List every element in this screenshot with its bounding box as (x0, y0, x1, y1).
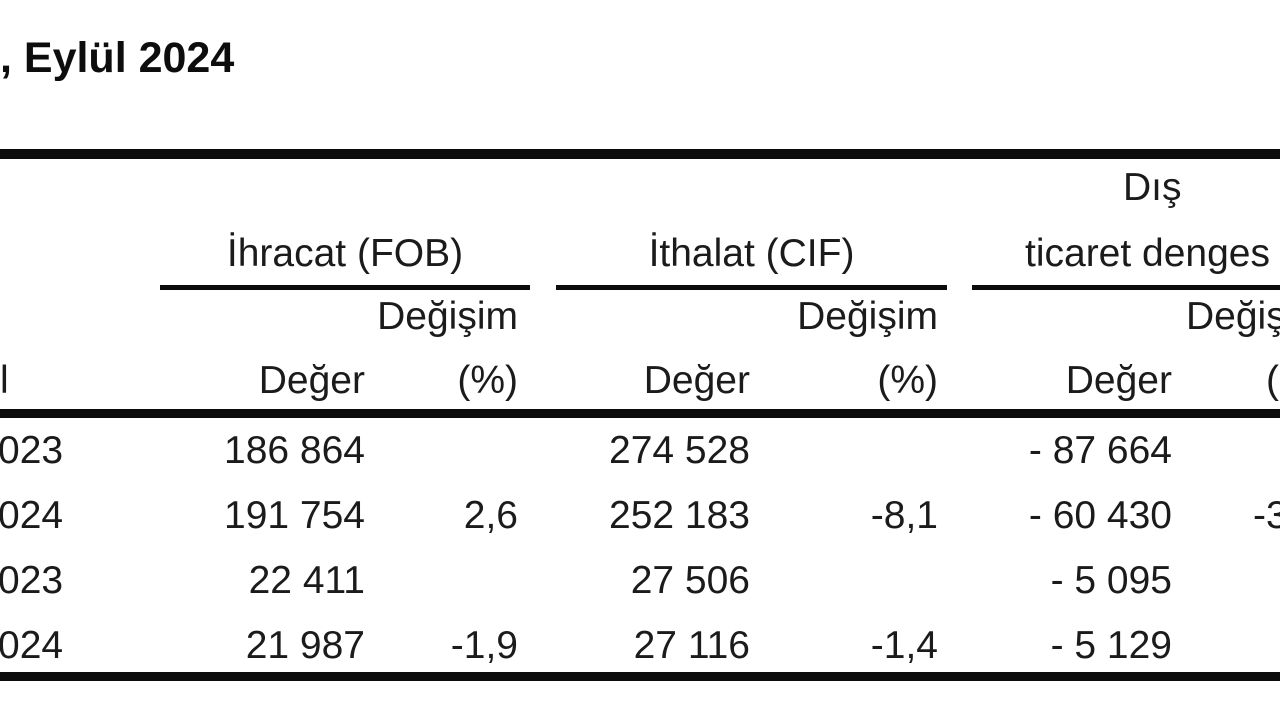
export-percent-header: (%) (457, 359, 518, 402)
row-year: 023 (0, 559, 64, 602)
column-group-export-label: İhracat (FOB) (226, 232, 464, 275)
column-group-balance-label-line1: Dış (1123, 166, 1182, 209)
export-change-cell: 2,6 (463, 494, 518, 537)
export-group-underline (160, 285, 530, 290)
row-year: 024 (0, 624, 64, 667)
balance-value-cell: - 5 095 (1050, 559, 1172, 602)
row-label-header-fragment: l (0, 359, 9, 402)
export-value-cell: 21 987 (245, 624, 365, 667)
import-value-header: Değer (643, 359, 750, 402)
import-change-cell: -1,4 (870, 624, 938, 667)
row-year: 023 (0, 429, 64, 472)
balance-value-cell: - 87 664 (1028, 429, 1172, 472)
export-value-cell: 191 754 (224, 494, 365, 537)
export-change-cell: -1,9 (450, 624, 518, 667)
header-divider-rule (0, 409, 1280, 418)
import-value-cell: 252 183 (609, 494, 750, 537)
page-title: , Eylül 2024 (0, 34, 235, 82)
row-year: 024 (0, 494, 64, 537)
export-change-header: Değişim (377, 295, 518, 338)
top-rule (0, 149, 1280, 159)
import-value-cell: 27 506 (630, 559, 750, 602)
balance-value-cell: - 5 129 (1050, 624, 1172, 667)
import-change-cell: -8,1 (870, 494, 938, 537)
import-value-cell: 274 528 (609, 429, 750, 472)
export-value-cell: 22 411 (248, 559, 365, 602)
export-value-cell: 186 864 (224, 429, 365, 472)
column-group-balance-label-line2: ticaret denges (1025, 232, 1270, 275)
import-percent-header: (%) (877, 359, 938, 402)
import-change-header: Değişim (797, 295, 938, 338)
balance-value-cell: - 60 430 (1028, 494, 1172, 537)
column-group-import-label: İthalat (CIF) (648, 232, 855, 275)
balance-value-header: Değer (1065, 359, 1172, 402)
balance-change-cell: -3 (1253, 494, 1280, 537)
balance-group-underline (972, 285, 1280, 290)
export-value-header: Değer (258, 359, 365, 402)
import-group-underline (556, 285, 947, 290)
import-value-cell: 27 116 (633, 624, 750, 667)
bottom-rule (0, 672, 1280, 681)
balance-change-header: Değiş (1186, 295, 1280, 338)
balance-percent-header-fragment: ( (1266, 359, 1279, 402)
